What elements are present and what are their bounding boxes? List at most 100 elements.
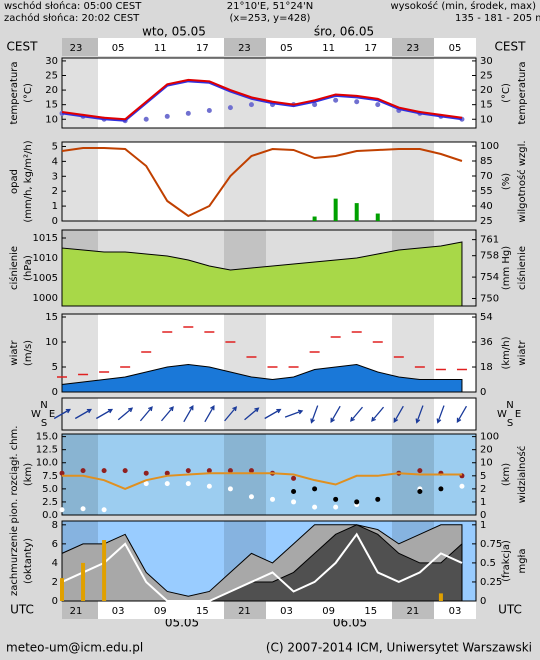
hour-label: 23	[406, 43, 419, 54]
wind-arrow	[436, 405, 445, 424]
dot	[164, 113, 170, 119]
y-axis-label: zachmurzenie	[9, 526, 20, 596]
time-zone: CEST	[495, 40, 527, 54]
bar	[354, 203, 359, 221]
night-band	[62, 142, 98, 221]
wind-arrow	[95, 408, 114, 420]
night-band	[392, 58, 434, 128]
wind-arrow	[183, 405, 194, 423]
hour-label: 23	[238, 43, 251, 54]
night-band	[62, 601, 98, 619]
y2-tick-label: 15	[480, 100, 493, 111]
copyright: (C) 2007-2014 ICM, Uniwersytet Warszawsk…	[266, 641, 532, 655]
dot	[185, 468, 191, 474]
night-band	[392, 142, 434, 221]
wind-arrow	[117, 407, 134, 421]
hour-label: 05	[449, 43, 462, 54]
y-tick-label: 5	[52, 141, 58, 152]
night-band	[392, 601, 434, 619]
dot	[291, 488, 297, 494]
y-tick-label: 4	[52, 558, 58, 569]
y2-axis-label: (frakcja)	[501, 540, 512, 582]
hour-label: 17	[364, 43, 377, 54]
line	[61, 80, 463, 122]
wind-arrow	[264, 408, 282, 420]
compass-label: E	[49, 409, 55, 420]
hour-label: 05	[280, 43, 293, 54]
bar	[375, 213, 380, 221]
dot	[248, 494, 254, 500]
y2-axis-label: wilgotność wzgl.	[516, 140, 528, 222]
dot	[227, 468, 233, 474]
dot	[375, 496, 381, 502]
hour-label: 23	[70, 43, 83, 54]
dot	[185, 110, 191, 116]
time-strip	[62, 601, 476, 619]
dot	[101, 468, 107, 474]
dot	[143, 481, 149, 487]
compass-label: S	[41, 418, 47, 429]
y-tick-label: 3	[52, 171, 58, 182]
bar	[333, 198, 338, 221]
dot	[59, 507, 65, 513]
wind-arrow	[456, 405, 468, 423]
dot	[459, 483, 465, 489]
dot	[312, 504, 318, 510]
y2-tick-label: 0.25	[480, 577, 502, 588]
y2-tick-label: 0	[480, 510, 486, 521]
y2-axis-label: temperatura	[517, 61, 528, 124]
wind-arrow	[53, 408, 71, 420]
y2-tick-label: 750	[480, 294, 499, 305]
y-tick-label: 1010	[33, 253, 58, 264]
wind-arrow	[244, 407, 260, 421]
y2-axis-label: (%)	[501, 173, 512, 190]
y-tick-label: 20	[45, 85, 58, 96]
y2-tick-label: 55	[480, 186, 493, 197]
y-tick-label: 1005	[33, 273, 58, 284]
panel-bg	[61, 141, 477, 222]
elevation-label: wysokość (min, środek, max)	[390, 0, 536, 12]
dot	[80, 468, 86, 474]
night-band	[62, 314, 98, 392]
dot	[227, 105, 233, 111]
dot	[417, 468, 423, 474]
dot	[59, 470, 65, 476]
y2-tick-label: 100	[480, 141, 499, 152]
compass-label: N	[40, 400, 47, 411]
hour-label: 21	[406, 606, 419, 617]
dot	[333, 504, 339, 510]
y2-tick-label: 36	[480, 337, 493, 348]
night-band	[224, 142, 266, 221]
night-band	[224, 58, 266, 128]
y2-tick-label: 20	[480, 445, 493, 456]
y-axis-label: (mm/h, kg/m²/h)	[23, 140, 34, 222]
y2-tick-label: 0	[480, 387, 486, 398]
dot	[333, 97, 339, 103]
dot	[248, 102, 254, 108]
dot	[312, 486, 318, 492]
time-zone: CEST	[7, 40, 39, 54]
y2-tick-label: 5	[480, 471, 486, 482]
bar	[81, 562, 86, 601]
wind-arrow	[371, 406, 385, 422]
y2-tick-label: 0	[480, 596, 486, 607]
coords: 21°10'E, 51°24'N	[227, 1, 314, 12]
y-axis-label: pion. rozciągł. chm.	[9, 426, 20, 524]
y-axis-label: temperatura	[9, 61, 20, 124]
dot	[122, 468, 128, 474]
wind-arrow	[310, 405, 319, 424]
wind-arrow	[350, 406, 363, 422]
y-tick-label: 0	[52, 387, 58, 398]
wind-arrow	[224, 406, 238, 422]
time-zone: UTC	[498, 603, 522, 617]
hour-label: 09	[322, 606, 335, 617]
compass-label: W	[31, 409, 41, 420]
hour-label: 03	[449, 606, 462, 617]
panel-bg	[61, 397, 477, 431]
y-axis-label: wiatr	[9, 340, 20, 366]
elevation: 135 - 181 - 205 m	[455, 13, 540, 24]
hour-label: 21	[238, 606, 251, 617]
y-tick-label: 5.0	[42, 484, 58, 495]
y2-axis-label: (°C)	[501, 83, 512, 103]
